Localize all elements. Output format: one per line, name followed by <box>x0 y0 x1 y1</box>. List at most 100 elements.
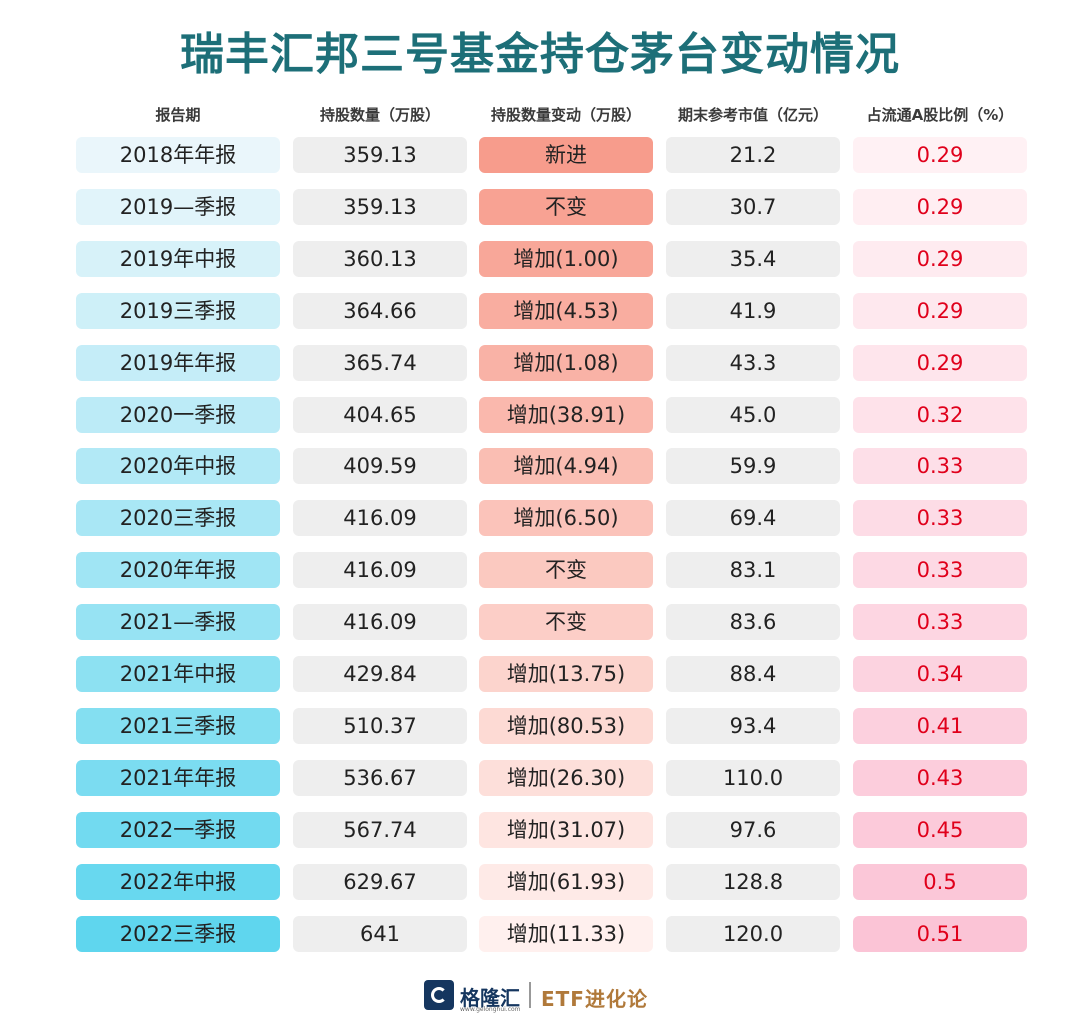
period-cell: 2021—季报 <box>76 604 280 641</box>
shares-cell: 416.09 <box>293 500 467 537</box>
table-row: 2021年年报 536.67 增加(26.30) 110.0 0.43 <box>0 759 1080 796</box>
ratio-cell: 0.33 <box>853 552 1027 589</box>
change-cell: 增加(6.50) <box>479 500 653 537</box>
brand-url: www.gelonghui.com <box>460 1006 521 1013</box>
change-cell: 新进 <box>479 137 653 173</box>
ratio-cell: 0.34 <box>853 656 1027 692</box>
market-value-cell: 97.6 <box>666 811 840 848</box>
ratio-cell: 0.5 <box>853 863 1027 900</box>
header-ratio: 占流通A股比例（%） <box>866 106 1014 124</box>
table-row: 2020年中报 409.59 增加(4.94) 59.9 0.33 <box>0 448 1080 485</box>
market-value-cell: 120.0 <box>666 915 840 952</box>
change-cell: 增加(61.93) <box>479 863 653 900</box>
ratio-cell: 0.51 <box>853 915 1027 952</box>
change-cell: 不变 <box>479 604 653 641</box>
period-cell: 2019三季报 <box>76 292 280 329</box>
period-cell: 2020三季报 <box>76 500 280 537</box>
change-cell: 增加(11.33) <box>479 915 653 952</box>
market-value-cell: 41.9 <box>666 292 840 329</box>
change-cell: 增加(4.94) <box>479 448 653 485</box>
table-row: 2022三季报 641 增加(11.33) 120.0 0.51 <box>0 915 1080 952</box>
ratio-cell: 0.32 <box>853 396 1027 433</box>
header-change: 持股数量变动（万股） <box>490 106 641 124</box>
table-row: 2019三季报 364.66 增加(4.53) 41.9 0.29 <box>0 292 1080 329</box>
ratio-cell: 0.29 <box>853 292 1027 329</box>
ratio-cell: 0.33 <box>853 604 1027 641</box>
table-row: 2020年年报 416.09 不变 83.1 0.33 <box>0 552 1080 589</box>
period-cell: 2021年中报 <box>76 656 280 692</box>
shares-cell: 365.74 <box>293 344 467 381</box>
shares-cell: 359.13 <box>293 137 467 173</box>
shares-cell: 409.59 <box>293 448 467 485</box>
table-row: 2021三季报 510.37 增加(80.53) 93.4 0.41 <box>0 707 1080 744</box>
market-value-cell: 110.0 <box>666 759 840 796</box>
shares-cell: 429.84 <box>293 656 467 692</box>
ratio-cell: 0.33 <box>853 500 1027 537</box>
market-value-cell: 45.0 <box>666 396 840 433</box>
shares-cell: 567.74 <box>293 811 467 848</box>
table-row: 2020三季报 416.09 增加(6.50) 69.4 0.33 <box>0 500 1080 537</box>
shares-cell: 416.09 <box>293 552 467 589</box>
shares-cell: 629.67 <box>293 863 467 900</box>
gelonghui-logo-icon <box>424 980 454 1010</box>
header-shares: 持股数量（万股） <box>319 106 440 124</box>
market-value-cell: 128.8 <box>666 863 840 900</box>
period-cell: 2022三季报 <box>76 915 280 952</box>
change-cell: 不变 <box>479 188 653 225</box>
period-cell: 2019年中报 <box>76 240 280 277</box>
change-cell: 增加(1.08) <box>479 344 653 381</box>
period-cell: 2019—季报 <box>76 188 280 225</box>
market-value-cell: 93.4 <box>666 707 840 744</box>
shares-cell: 364.66 <box>293 292 467 329</box>
shares-cell: 510.37 <box>293 707 467 744</box>
period-cell: 2022年中报 <box>76 863 280 900</box>
table-header: 报告期 持股数量（万股） 持股数量变动（万股） 期末参考市值（亿元） 占流通A股… <box>0 104 1080 130</box>
table-row: 2021—季报 416.09 不变 83.6 0.33 <box>0 604 1080 641</box>
market-value-cell: 43.3 <box>666 344 840 381</box>
change-cell: 增加(1.00) <box>479 240 653 277</box>
brand-name: 格隆汇 <box>460 986 520 1010</box>
period-cell: 2020一季报 <box>76 396 280 433</box>
period-cell: 2020年年报 <box>76 552 280 589</box>
market-value-cell: 83.6 <box>666 604 840 641</box>
period-cell: 2022一季报 <box>76 811 280 848</box>
market-value-cell: 35.4 <box>666 240 840 277</box>
ratio-cell: 0.41 <box>853 707 1027 744</box>
market-value-cell: 30.7 <box>666 188 840 225</box>
shares-cell: 360.13 <box>293 240 467 277</box>
chart-title: 瑞丰汇邦三号基金持仓茅台变动情况 <box>180 29 900 80</box>
period-cell: 2018年年报 <box>76 137 280 173</box>
ratio-cell: 0.43 <box>853 759 1027 796</box>
market-value-cell: 88.4 <box>666 656 840 692</box>
footer-divider <box>529 982 531 1008</box>
ratio-cell: 0.45 <box>853 811 1027 848</box>
ratio-cell: 0.29 <box>853 240 1027 277</box>
period-cell: 2020年中报 <box>76 448 280 485</box>
header-period: 报告期 <box>155 106 201 124</box>
shares-cell: 416.09 <box>293 604 467 641</box>
change-cell: 不变 <box>479 552 653 589</box>
market-value-cell: 59.9 <box>666 448 840 485</box>
period-cell: 2019年年报 <box>76 344 280 381</box>
table-row: 2019年中报 360.13 增加(1.00) 35.4 0.29 <box>0 240 1080 277</box>
ratio-cell: 0.29 <box>853 188 1027 225</box>
table-row: 2020一季报 404.65 增加(38.91) 45.0 0.32 <box>0 396 1080 433</box>
change-cell: 增加(80.53) <box>479 707 653 744</box>
market-value-cell: 21.2 <box>666 137 840 173</box>
table-row: 2019年年报 365.74 增加(1.08) 43.3 0.29 <box>0 344 1080 381</box>
change-cell: 增加(26.30) <box>479 759 653 796</box>
footer: 格隆汇 www.gelonghui.com ETF进化论 <box>0 978 1080 1014</box>
table-row: 2021年中报 429.84 增加(13.75) 88.4 0.34 <box>0 656 1080 692</box>
table-row: 2022一季报 567.74 增加(31.07) 97.6 0.45 <box>0 811 1080 848</box>
ratio-cell: 0.33 <box>853 448 1027 485</box>
table-row: 2022年中报 629.67 增加(61.93) 128.8 0.5 <box>0 863 1080 900</box>
shares-cell: 641 <box>293 915 467 952</box>
change-cell: 增加(38.91) <box>479 396 653 433</box>
change-cell: 增加(4.53) <box>479 292 653 329</box>
account-name: ETF进化论 <box>541 987 648 1011</box>
market-value-cell: 69.4 <box>666 500 840 537</box>
change-cell: 增加(13.75) <box>479 656 653 692</box>
shares-cell: 359.13 <box>293 188 467 225</box>
ratio-cell: 0.29 <box>853 137 1027 173</box>
period-cell: 2021三季报 <box>76 707 280 744</box>
